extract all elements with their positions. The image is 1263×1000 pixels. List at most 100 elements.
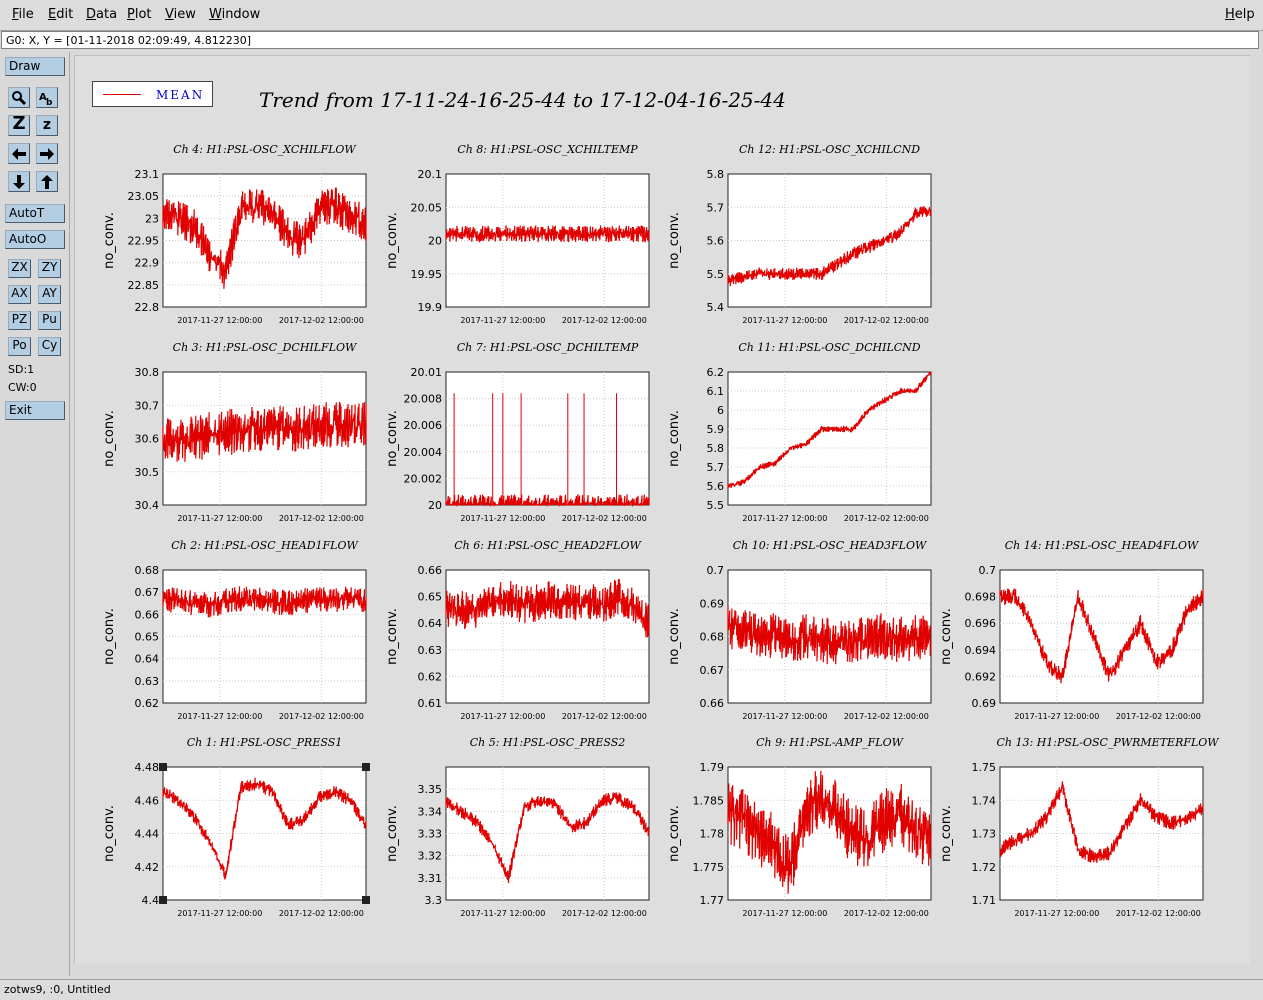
- draw-button[interactable]: Draw: [5, 57, 65, 76]
- y-tick-label: 22.85: [128, 279, 160, 292]
- y-tick-label: 0.62: [418, 670, 443, 683]
- selection-handle: [159, 896, 167, 904]
- plot-title: Ch 11: H1:PSL-OSC_DCHILCND: [738, 341, 921, 354]
- trend-plot[interactable]: 5.5 5.6 5.7 5.8 5.9 6 6.1 6.2 2017-11-27 12:00:0…: [663, 366, 946, 535]
- y-tick-label: 5.6: [707, 480, 725, 493]
- y-tick-label: 1.775: [693, 861, 725, 874]
- x-tick-label: 2017-12-02 12:00:00: [844, 514, 929, 523]
- y-tick-label: 1.785: [693, 794, 725, 807]
- trend-plot[interactable]: 4.4 4.42 4.44 4.46 4.48 2017-11-27 12:00:00 20…: [98, 761, 381, 930]
- menu-file[interactable]: File: [12, 7, 34, 22]
- x-tick-label: 2017-12-02 12:00:00: [1116, 909, 1201, 918]
- legend-label: MEAN: [156, 88, 205, 102]
- y-axis-label: no_conv.: [102, 410, 117, 467]
- svg-text:b: b: [46, 98, 53, 106]
- x-tick-label: 2017-11-27 12:00:00: [460, 712, 545, 721]
- arrow-left-icon: [12, 147, 26, 160]
- y-tick-label: 0.7: [979, 564, 997, 577]
- x-tick-label: 2017-11-27 12:00:00: [460, 316, 545, 325]
- y-tick-label: 5.9: [707, 423, 725, 436]
- trend-plot[interactable]: 20 20.002 20.004 20.006 20.008 20.01 2017-11-2…: [381, 366, 664, 535]
- pan-down-button[interactable]: [8, 171, 30, 192]
- cy-button[interactable]: Cy: [38, 337, 61, 356]
- trend-plot[interactable]: 30.4 30.5 30.6 30.7 30.8 2017-11-27 12:00:00 2…: [98, 366, 381, 535]
- trend-plot[interactable]: 1.77 1.775 1.78 1.785 1.79 2017-11-27 12:00:0…: [663, 761, 946, 930]
- selection-handle: [362, 896, 370, 904]
- x-tick-label: 2017-12-02 12:00:00: [844, 712, 929, 721]
- trend-plot[interactable]: 0.69 0.692 0.694 0.696 0.698 0.7 2017-11-27 12…: [935, 564, 1218, 733]
- arrow-up-icon: [41, 174, 53, 189]
- y-tick-label: 3.3: [425, 894, 443, 907]
- menu-plot[interactable]: Plot: [127, 7, 152, 22]
- zy-button[interactable]: ZY: [38, 259, 61, 278]
- pan-left-button[interactable]: [8, 143, 30, 164]
- trend-plot[interactable]: 0.62 0.63 0.64 0.65 0.66 0.67 0.68 2017-11-27 1…: [98, 564, 381, 733]
- ax-button[interactable]: AX: [8, 285, 31, 304]
- menu-edit[interactable]: Edit: [48, 7, 74, 22]
- po-button[interactable]: Po: [8, 337, 31, 356]
- zoom-out-button[interactable]: z: [36, 115, 58, 136]
- y-tick-label: 1.73: [972, 828, 997, 841]
- trend-plot[interactable]: 3.3 3.31 3.32 3.33 3.34 3.35 2017-11-27 12:00:…: [381, 766, 664, 930]
- menu-data[interactable]: Data: [86, 7, 118, 22]
- menu-view[interactable]: View: [165, 7, 196, 22]
- x-tick-label: 2017-12-02 12:00:00: [562, 712, 647, 721]
- pz-button[interactable]: PZ: [8, 311, 31, 330]
- data-trace: [445, 792, 650, 884]
- magnify-button[interactable]: [8, 87, 30, 108]
- y-tick-label: 0.61: [418, 697, 443, 710]
- autot-button[interactable]: AutoT: [5, 204, 65, 223]
- autoo-button[interactable]: AutoO: [5, 230, 65, 249]
- x-tick-label: 2017-12-02 12:00:00: [562, 316, 647, 325]
- y-tick-label: 0.65: [135, 631, 160, 644]
- y-tick-label: 20: [428, 499, 442, 512]
- x-tick-label: 2017-12-02 12:00:00: [844, 909, 929, 918]
- arrow-down-icon: [13, 174, 25, 189]
- plot-title: Ch 1: H1:PSL-OSC_PRESS1: [186, 736, 343, 749]
- y-tick-label: 30.8: [135, 366, 160, 379]
- plot-title: Ch 6: H1:PSL-OSC_HEAD2FLOW: [454, 539, 641, 552]
- plot-area: [999, 569, 1204, 704]
- trend-plot[interactable]: 1.71 1.72 1.73 1.74 1.75 2017-11-27 12:00:00 2…: [935, 761, 1218, 930]
- y-axis-label: no_conv.: [939, 805, 954, 862]
- pan-up-button[interactable]: [36, 171, 58, 192]
- x-tick-label: 2017-11-27 12:00:00: [177, 514, 262, 523]
- plot-title: Ch 8: H1:PSL-OSC_XCHILTEMP: [457, 143, 638, 156]
- x-tick-label: 2017-12-02 12:00:00: [562, 909, 647, 918]
- menu-window[interactable]: Window: [209, 7, 261, 22]
- data-trace: [162, 187, 367, 289]
- y-tick-label: 0.66: [135, 608, 160, 621]
- exit-button[interactable]: Exit: [5, 401, 65, 420]
- ay-button[interactable]: AY: [38, 285, 61, 304]
- trend-plot[interactable]: 0.61 0.62 0.63 0.64 0.65 0.66 2017-11-27 12:00…: [381, 564, 664, 733]
- y-tick-label: 20.008: [404, 393, 443, 406]
- x-tick-label: 2017-11-27 12:00:00: [1014, 909, 1099, 918]
- data-trace: [162, 586, 367, 618]
- y-tick-label: 5.5: [707, 499, 725, 512]
- x-tick-label: 2017-12-02 12:00:00: [279, 712, 364, 721]
- pu-button[interactable]: Pu: [38, 311, 61, 330]
- trend-plot[interactable]: 19.9 19.95 20 20.05 20.1 2017-11-27 12:00:00 2…: [381, 168, 664, 337]
- trend-plot[interactable]: 22.8 22.85 22.9 22.95 23 23.05 23.1 2017-11-27 …: [98, 168, 381, 337]
- trend-plot[interactable]: 5.4 5.5 5.6 5.7 5.8 2017-11-27 12:00:00 2017-1…: [663, 168, 946, 337]
- plot-title: Ch 4: H1:PSL-OSC_XCHILFLOW: [173, 143, 356, 156]
- trend-plot[interactable]: 0.66 0.67 0.68 0.69 0.7 2017-11-27 12:00:00 20…: [663, 564, 946, 733]
- cursor-readout: G0: X, Y = [01-11-2018 02:09:49, 4.81223…: [1, 31, 1259, 49]
- y-tick-label: 20.01: [411, 366, 443, 379]
- data-trace: [727, 371, 932, 489]
- selection-handle: [362, 763, 370, 771]
- sd-label: SD:1: [8, 363, 35, 376]
- data-trace: [727, 605, 932, 665]
- y-tick-label: 3.33: [418, 828, 443, 841]
- zx-button[interactable]: ZX: [8, 259, 31, 278]
- zoom-in-button[interactable]: Z: [8, 115, 30, 136]
- data-trace: [727, 205, 932, 287]
- menu-bar: File Edit Data Plot View Window Help: [0, 0, 1263, 31]
- menu-help[interactable]: Help: [1225, 7, 1255, 22]
- data-trace: [162, 777, 367, 880]
- x-tick-label: 2017-12-02 12:00:00: [562, 514, 647, 523]
- pan-right-button[interactable]: [36, 143, 58, 164]
